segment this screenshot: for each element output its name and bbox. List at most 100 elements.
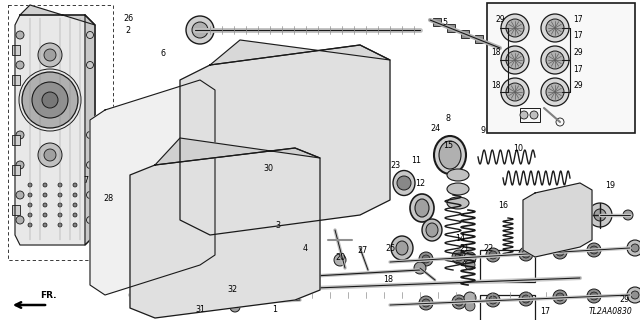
Ellipse shape bbox=[439, 141, 461, 169]
Ellipse shape bbox=[156, 234, 174, 254]
Circle shape bbox=[108, 127, 113, 132]
Text: 29: 29 bbox=[573, 48, 583, 57]
Circle shape bbox=[553, 290, 567, 304]
Text: 26: 26 bbox=[123, 13, 133, 22]
Circle shape bbox=[623, 210, 633, 220]
Ellipse shape bbox=[311, 193, 319, 211]
Ellipse shape bbox=[340, 92, 360, 114]
Circle shape bbox=[186, 16, 214, 44]
Circle shape bbox=[489, 251, 497, 259]
Circle shape bbox=[73, 203, 77, 207]
Circle shape bbox=[182, 127, 188, 132]
Circle shape bbox=[109, 172, 114, 178]
Circle shape bbox=[522, 295, 530, 303]
Circle shape bbox=[28, 203, 32, 207]
Ellipse shape bbox=[276, 232, 294, 252]
Text: FR.: FR. bbox=[40, 291, 56, 300]
Text: 14: 14 bbox=[455, 234, 465, 243]
Circle shape bbox=[73, 213, 77, 217]
Bar bbox=[447, 24, 455, 32]
Ellipse shape bbox=[261, 165, 269, 183]
Circle shape bbox=[172, 247, 177, 252]
Circle shape bbox=[546, 19, 564, 37]
Circle shape bbox=[168, 142, 173, 148]
Ellipse shape bbox=[426, 223, 438, 237]
Text: 5: 5 bbox=[442, 18, 447, 27]
Circle shape bbox=[184, 188, 189, 193]
Text: 17: 17 bbox=[573, 15, 583, 24]
Circle shape bbox=[186, 233, 191, 237]
Circle shape bbox=[58, 193, 62, 197]
Bar bbox=[220, 80, 350, 100]
Text: TL2AA0830: TL2AA0830 bbox=[588, 307, 632, 316]
Text: 13: 13 bbox=[540, 201, 550, 210]
Text: 1: 1 bbox=[273, 306, 278, 315]
Ellipse shape bbox=[210, 191, 230, 213]
Ellipse shape bbox=[336, 109, 344, 127]
Circle shape bbox=[501, 78, 529, 106]
Text: 18: 18 bbox=[492, 48, 500, 57]
Bar bbox=[220, 136, 350, 156]
Ellipse shape bbox=[286, 193, 294, 211]
Ellipse shape bbox=[336, 165, 344, 183]
Circle shape bbox=[156, 218, 161, 222]
Circle shape bbox=[506, 19, 524, 37]
Circle shape bbox=[124, 172, 129, 178]
Ellipse shape bbox=[156, 206, 174, 226]
Ellipse shape bbox=[276, 204, 294, 224]
Circle shape bbox=[16, 161, 24, 169]
Circle shape bbox=[38, 143, 62, 167]
Circle shape bbox=[464, 292, 476, 304]
Circle shape bbox=[185, 203, 190, 207]
Circle shape bbox=[122, 127, 127, 132]
Circle shape bbox=[501, 46, 529, 74]
Ellipse shape bbox=[156, 178, 174, 198]
Ellipse shape bbox=[422, 219, 442, 241]
Circle shape bbox=[522, 250, 530, 258]
Circle shape bbox=[73, 193, 77, 197]
Circle shape bbox=[169, 172, 174, 178]
Ellipse shape bbox=[286, 165, 294, 183]
Text: 29: 29 bbox=[573, 81, 583, 90]
Circle shape bbox=[587, 243, 601, 257]
Circle shape bbox=[519, 292, 533, 306]
Bar bbox=[8, 5, 113, 260]
Ellipse shape bbox=[210, 135, 230, 157]
Text: 16: 16 bbox=[498, 201, 508, 210]
Ellipse shape bbox=[236, 137, 244, 155]
Circle shape bbox=[465, 301, 475, 311]
Bar bbox=[487, 3, 635, 133]
Circle shape bbox=[184, 172, 189, 178]
Ellipse shape bbox=[236, 165, 244, 183]
Text: 29: 29 bbox=[620, 295, 630, 305]
Circle shape bbox=[186, 247, 191, 252]
Circle shape bbox=[22, 72, 78, 128]
Ellipse shape bbox=[396, 241, 408, 255]
Circle shape bbox=[230, 302, 240, 312]
Circle shape bbox=[588, 203, 612, 227]
Circle shape bbox=[594, 209, 606, 221]
Text: 32: 32 bbox=[227, 285, 237, 294]
Text: 17: 17 bbox=[573, 31, 583, 40]
Circle shape bbox=[111, 247, 116, 252]
Circle shape bbox=[192, 22, 208, 38]
Circle shape bbox=[172, 262, 177, 268]
Circle shape bbox=[110, 203, 115, 207]
Ellipse shape bbox=[391, 236, 413, 260]
Text: 21: 21 bbox=[459, 244, 469, 252]
Circle shape bbox=[541, 46, 569, 74]
Text: 12: 12 bbox=[415, 179, 425, 188]
Circle shape bbox=[127, 247, 131, 252]
Circle shape bbox=[489, 296, 497, 304]
Text: 11: 11 bbox=[411, 156, 421, 164]
Circle shape bbox=[16, 216, 24, 224]
Bar bbox=[475, 35, 483, 43]
Circle shape bbox=[43, 183, 47, 187]
Circle shape bbox=[28, 183, 32, 187]
Circle shape bbox=[105, 132, 111, 138]
Circle shape bbox=[138, 142, 143, 148]
Circle shape bbox=[183, 142, 188, 148]
Polygon shape bbox=[15, 15, 95, 245]
Ellipse shape bbox=[210, 79, 230, 101]
Polygon shape bbox=[20, 5, 95, 25]
